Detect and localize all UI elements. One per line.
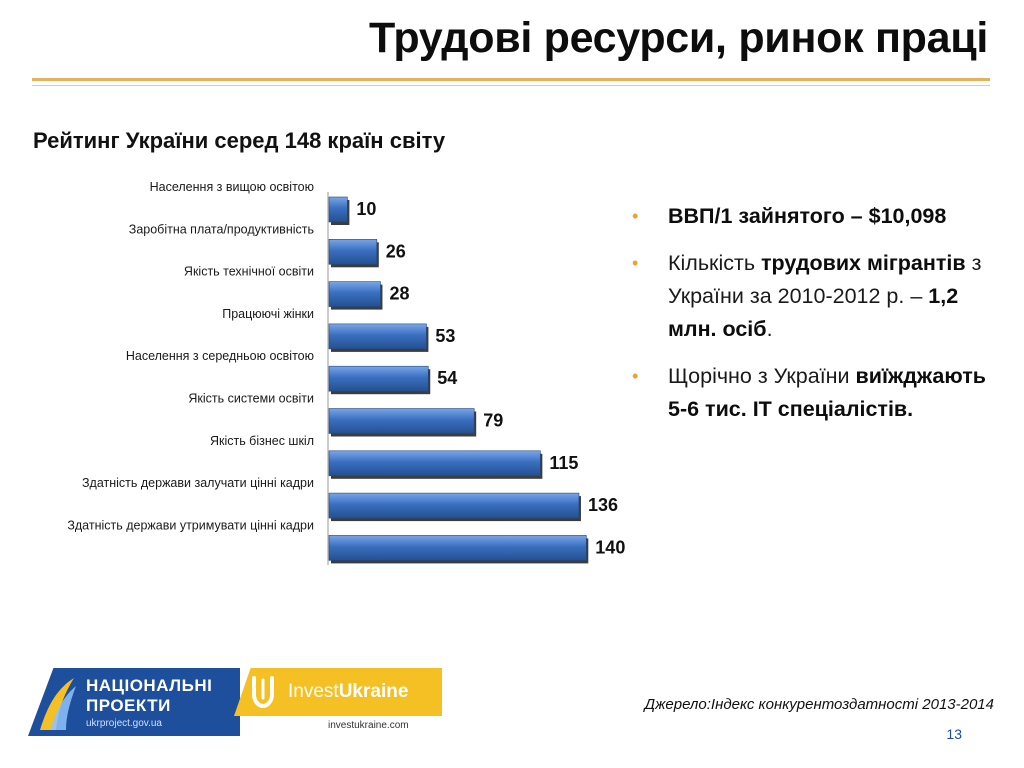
ranking-bar-chart: Населення з вищою освітою 10 Заробітна пла… (67, 180, 625, 565)
bar (328, 323, 427, 350)
value-label: 115 (549, 453, 578, 473)
bullet-dot-icon: • (632, 206, 639, 226)
value-label: 26 (386, 241, 406, 261)
page-title: Трудові ресурси, ринок праці (369, 14, 988, 62)
bar (328, 450, 541, 477)
invest-ukraine-url: investukraine.com (328, 720, 409, 731)
fact-text: трудових мігрантів (761, 251, 966, 275)
category-label: Якість технічної освіти (184, 265, 314, 279)
np-logo-url: ukrproject.gov.ua (86, 718, 162, 729)
bar (328, 196, 348, 223)
invest-ukraine-wordmark: InvestUkraine (288, 681, 408, 703)
category-label: Здатність держави утримувати цінні кадри (67, 518, 314, 532)
value-label: 28 (389, 284, 409, 304)
value-label: 54 (437, 368, 457, 388)
value-label: 140 (595, 537, 625, 557)
national-projects-swoosh-icon (40, 678, 76, 730)
fact-text: 1,2 млн. осіб (668, 284, 959, 341)
category-label: Населення з середньою освітою (126, 349, 314, 363)
invest-ukraine-logo: InvestUkraine (234, 668, 442, 716)
category-label: Якість системи освіти (188, 392, 314, 406)
title-underline-thin (32, 85, 990, 86)
bar (328, 281, 381, 307)
value-label: 79 (483, 411, 503, 431)
category-label: Населення з вищою освітою (150, 180, 314, 194)
category-label: Працюючі жінки (222, 307, 314, 321)
bullet-dot-icon: • (632, 366, 639, 386)
np-logo-line2: ПРОЕКТИ (86, 696, 171, 715)
national-projects-logo: НАЦІОНАЛЬНІ ПРОЕКТИ ukrproject.gov.ua (28, 668, 240, 736)
bar (328, 365, 429, 392)
iu-ukraine-text: Ukraine (338, 681, 409, 702)
fact-text: ВВП/1 зайнятого – $10,098 (668, 204, 947, 228)
fact-text: з України за 2010-2012 р. – (668, 251, 982, 308)
fact-text: . (766, 317, 773, 341)
value-label: 136 (588, 495, 618, 515)
np-logo-line1: НАЦІОНАЛЬНІ (86, 676, 213, 695)
fact-item: • Кількість трудових мігрантів з України … (628, 247, 1008, 346)
title-underline (32, 78, 990, 81)
page-number: 13 (946, 726, 962, 742)
value-label: 53 (435, 326, 455, 346)
value-label: 10 (356, 199, 376, 219)
chart-subtitle: Рейтинг України серед 148 країн світу (33, 128, 446, 153)
bar (328, 492, 580, 519)
fact-text: виїжджають 5-6 тис. ІТ спеціалістів. (668, 364, 986, 421)
footer-logos: НАЦІОНАЛЬНІ ПРОЕКТИ ukrproject.gov.ua In… (28, 668, 442, 736)
fact-item: • ВВП/1 зайнятого – $10,098 (628, 200, 1008, 233)
fact-item: • Щорічно з України виїжджають 5-6 тис. І… (628, 360, 1008, 426)
bar (328, 238, 378, 265)
bar (328, 535, 587, 561)
iu-invest-text: Invest (288, 681, 339, 702)
source-note: Джерело:Індекс конкурентоздатності 2013-… (644, 696, 994, 713)
fact-text: Щорічно з України (668, 364, 856, 388)
category-label: Заробітна плата/продуктивність (129, 222, 314, 236)
fact-text: Кількість (668, 251, 762, 275)
bullet-dot-icon: • (632, 253, 639, 273)
category-label: Здатність держави залучати цінні кадри (82, 476, 314, 490)
bar (328, 408, 475, 434)
invest-ukraine-u-icon (252, 676, 274, 709)
category-label: Якість бізнес шкіл (210, 434, 314, 448)
facts-list: • ВВП/1 зайнятого – $10,098 • Кількість тру… (628, 200, 1008, 440)
